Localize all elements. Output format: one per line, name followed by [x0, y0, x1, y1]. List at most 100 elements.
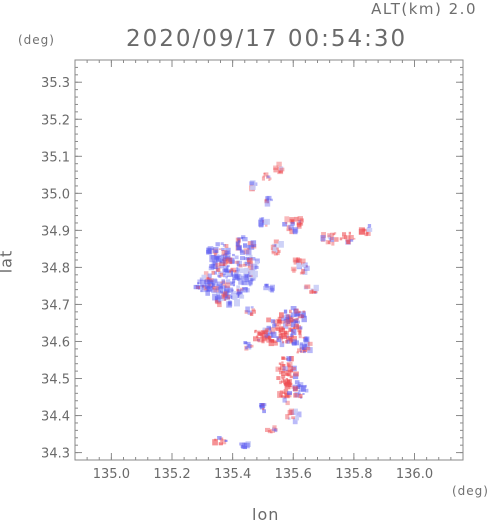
echo-cell — [262, 175, 265, 178]
echo-cell — [223, 265, 229, 270]
echo-cell — [327, 241, 330, 244]
echo-cell — [237, 246, 242, 251]
echo-cell — [299, 218, 304, 223]
echo-region — [263, 283, 275, 293]
echo-cell — [270, 339, 275, 342]
echo-cell — [246, 341, 251, 347]
echo-cell — [283, 395, 286, 399]
echo-cell — [238, 264, 243, 268]
y-tick-label: 35.2 — [41, 113, 70, 128]
echo-cell — [329, 236, 335, 243]
echo-cell — [244, 310, 249, 314]
echo-cell — [286, 225, 291, 228]
echo-cell — [299, 271, 304, 275]
echo-cell — [243, 341, 247, 345]
echo-cell — [228, 300, 232, 305]
echo-region — [265, 425, 278, 434]
echo-cell — [223, 298, 227, 301]
echo-cell — [366, 231, 369, 235]
echo-cell — [281, 317, 285, 321]
echo-cell — [223, 299, 227, 301]
echo-cell — [201, 274, 207, 279]
echo-cell — [285, 222, 288, 224]
echo-cell — [216, 292, 220, 295]
echo-cell — [206, 247, 212, 255]
echo-cell — [281, 377, 284, 380]
echo-cell — [233, 294, 238, 300]
echo-cell — [259, 217, 263, 222]
echo-cell — [367, 224, 372, 228]
echo-cell — [249, 254, 253, 259]
echo-cell — [220, 439, 223, 442]
echo-cell — [237, 288, 243, 293]
echo-cell — [287, 410, 293, 416]
echo-cell — [284, 330, 289, 336]
altitude-label: ALT(km) 2.0 — [371, 0, 477, 18]
echo-cell — [250, 257, 256, 261]
echo-cell — [296, 262, 301, 268]
echo-cell — [217, 436, 222, 440]
echo-cell — [249, 273, 253, 277]
echo-cell — [222, 268, 228, 276]
echo-cell — [226, 279, 231, 285]
echo-cell — [259, 403, 266, 409]
echo-cell — [313, 289, 318, 294]
echo-cell — [247, 279, 253, 286]
echo-cell — [279, 370, 283, 375]
echo-cell — [284, 314, 290, 321]
echo-cell — [242, 237, 248, 242]
echo-cell — [286, 336, 293, 342]
echo-cell — [240, 287, 244, 291]
echo-region — [270, 239, 284, 256]
echo-cell — [263, 285, 270, 291]
echo-cell — [348, 235, 354, 240]
echo-region — [282, 216, 304, 235]
echo-cell — [290, 340, 293, 343]
echo-cell — [344, 235, 348, 240]
echo-cell — [197, 279, 202, 285]
echo-cell — [274, 428, 278, 433]
x-tick-label: 136.0 — [396, 467, 433, 482]
echo-cell — [225, 291, 228, 295]
echo-cell — [293, 259, 299, 265]
echo-cell — [230, 267, 237, 272]
echo-cell — [231, 289, 234, 292]
echo-cell — [216, 267, 220, 272]
echo-cell — [309, 290, 314, 294]
echo-cell — [240, 445, 243, 448]
echo-cell — [294, 340, 299, 346]
echo-cell — [212, 293, 218, 301]
echo-cell — [222, 258, 227, 262]
echo-cell — [276, 161, 282, 167]
echo-cell — [280, 337, 283, 341]
echo-cell — [251, 308, 255, 312]
echo-cell — [239, 442, 242, 446]
echo-cell — [247, 257, 250, 261]
echo-cell — [281, 327, 284, 330]
echo-cell — [287, 373, 290, 377]
echo-cell — [250, 344, 254, 348]
y-tick-label: 34.6 — [41, 335, 70, 350]
echo-cell — [261, 176, 265, 181]
echo-cell — [288, 224, 294, 230]
echo-cell — [270, 319, 276, 324]
echo-cell — [262, 407, 265, 411]
echo-region — [261, 172, 272, 181]
echo-cell — [279, 380, 282, 385]
echo-cell — [227, 264, 230, 267]
echo-cell — [217, 301, 222, 308]
echo-cell — [304, 388, 309, 393]
echo-region — [244, 306, 256, 316]
echo-cell — [290, 321, 296, 328]
echo-cell — [270, 287, 275, 293]
echo-cell — [220, 258, 224, 262]
echo-cell — [342, 232, 347, 236]
echo-cell — [293, 371, 299, 377]
echo-cell — [288, 408, 294, 415]
echo-cell — [224, 253, 231, 259]
echo-cell — [207, 286, 213, 292]
echo-cell — [293, 387, 298, 391]
plot-frame — [74, 59, 464, 461]
echo-cell — [291, 329, 297, 336]
echo-cell — [291, 365, 297, 372]
